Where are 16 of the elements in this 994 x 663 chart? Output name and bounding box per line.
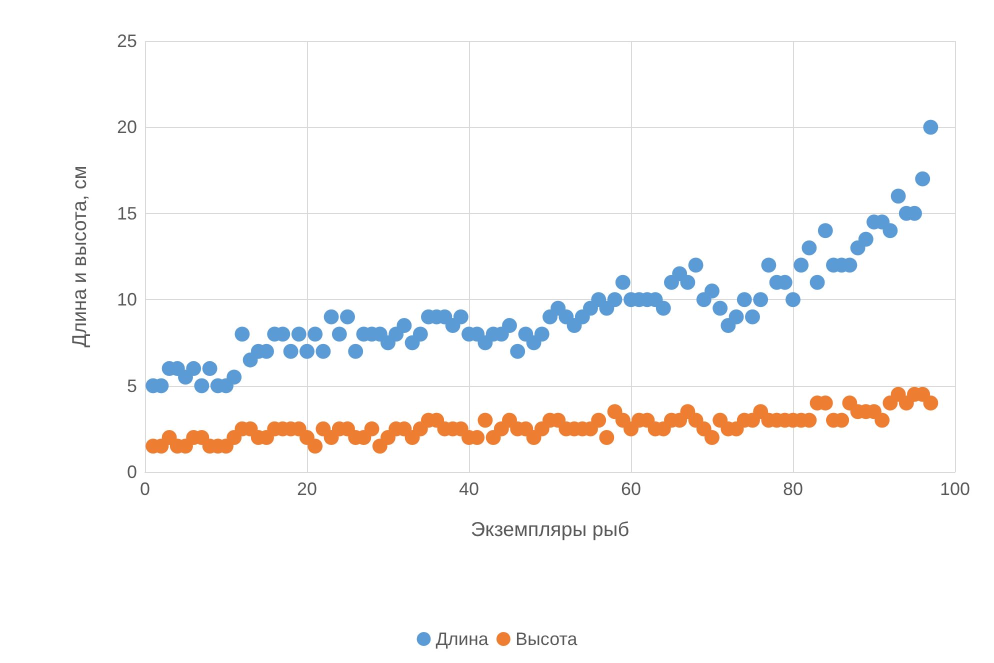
x-tick-label: 100	[940, 479, 970, 499]
x-tick-label: 0	[140, 479, 150, 499]
y-tick-label: 25	[116, 31, 137, 51]
y-tick-label: 5	[126, 376, 137, 396]
x-tick-label: 20	[296, 479, 318, 499]
x-tick-label: 60	[620, 479, 642, 499]
legend-label: Высота	[515, 629, 578, 649]
x-tick-label: 80	[782, 479, 804, 499]
x-axis-title: Экземпляры рыб	[470, 519, 630, 541]
x-tick-label: 40	[458, 479, 480, 499]
y-tick-label: 10	[116, 290, 137, 310]
y-tick-label: 0	[126, 462, 137, 482]
y-tick-label: 15	[116, 203, 137, 224]
y-tick-label: 20	[116, 117, 137, 138]
legend-label: Длина	[436, 629, 490, 649]
y-axis-title: Длина и высота, см	[69, 166, 91, 348]
